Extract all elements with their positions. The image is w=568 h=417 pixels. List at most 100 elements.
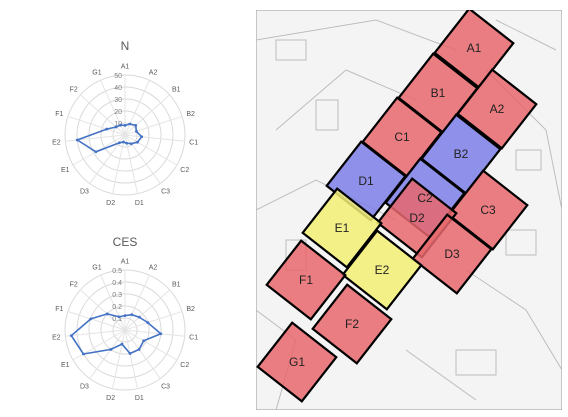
radar-axis-label: B1 [172,86,181,93]
radar-spoke [89,329,126,379]
radar-spoke [124,329,178,361]
radar-tick-label: 40 [114,85,122,92]
radar-spoke [124,134,178,166]
map-cell-a1 [433,10,515,89]
radar-tick-label: 30 [114,97,122,104]
map-cell-e2 [341,229,423,311]
radar-axis-label: C2 [180,362,189,369]
radar-point [120,342,124,346]
radar-point [159,332,163,336]
radar-tick-label: 0.4 [112,280,122,287]
radar-spoke [100,274,126,331]
map-cell-f2 [311,283,393,365]
radar-spoke [65,134,126,142]
radar-point [137,315,141,319]
radar-point [137,348,141,351]
map-cell-label: E2 [375,263,390,277]
radar-axis-label: A1 [121,259,130,266]
map-cell-label: A2 [490,102,505,116]
radar-axis-label: A2 [149,69,158,76]
map-cell-d3 [411,213,493,295]
radar-spoke [80,289,126,331]
radar-point [128,352,132,355]
radar-spoke [124,329,185,337]
radar-axis-label: C3 [161,383,170,390]
radar-axis-label: F2 [70,281,78,288]
radar-spoke [65,329,126,337]
radar-point [134,123,138,127]
map-cells [256,10,538,403]
radar-spoke [124,329,138,389]
radar-point [128,122,132,126]
radar-spoke [124,289,170,331]
radar-axis-label: C1 [189,140,198,147]
radar-ces-title: CES [113,235,138,249]
map-cell-label: A1 [467,41,482,55]
radar-point [75,138,79,142]
map-cell-label: C1 [394,130,410,144]
radar-point [119,123,123,127]
radar-point [123,124,127,127]
radar-axis-label: G1 [92,264,101,271]
radar-axis-label: E1 [61,167,70,174]
radar-point [117,315,121,319]
radar-n-title: N [121,39,130,53]
radar-tick-label: 50 [114,73,122,80]
radar-axis-label: D1 [135,395,144,402]
radar-tick-label: 10 [114,121,122,128]
radar-point [130,313,134,317]
radar-point [82,352,85,356]
map-cell-label: F1 [299,273,313,287]
radar-axis-label: B2 [186,111,195,118]
radar-tick-label: 0.5 [112,268,122,275]
radar-axis-label: D2 [106,395,115,402]
map-cell-label: B2 [454,147,469,161]
map-cell-g1 [256,321,338,403]
radar-axis-label: D3 [80,383,89,390]
radar-axis-label: D3 [80,188,89,195]
radar-point [105,312,109,316]
radar-series-line [75,123,143,153]
radar-point [125,141,129,145]
radar-spoke [112,134,126,194]
radar-spoke [112,329,126,389]
radar-spoke [124,274,150,331]
radar-spoke [124,310,183,331]
radar-point [105,127,109,131]
radar-n: 10 20 30 40 50 A1 A2 B1 B2 C1 C2 C3 D1 D2 D3 E1 E2 F1 F2 G1 [52,64,198,207]
radar-axis-label: C1 [189,335,198,342]
radar-spoke [124,79,150,136]
grid-map: A1 A2 B1 B2 C1 C2 C3 D1 D2 D3 E1 E2 F1 F2 G1 [256,10,562,410]
radar-spoke [72,329,126,361]
radar-point [142,339,146,343]
radar-tick-label: 0.1 [112,316,122,323]
map-cell-label: B1 [431,86,446,100]
radar-point [146,321,150,324]
radar-axis-label: D2 [106,200,115,207]
radar-ces: 0.1 0.2 0.3 0.4 0.5 A1 A2 B1 B2 C1 C2 C3 D1 D2 D3 E1 E2 F… [52,259,198,402]
radar-axis-label: A1 [121,64,130,71]
radar-spoke [67,310,126,331]
radar-spoke [124,134,185,142]
radar-axis-label: C2 [180,167,189,174]
radar-axis-label: D1 [135,200,144,207]
radar-spoke [124,329,161,379]
map-cell-f1 [265,239,347,321]
map-cell-label: C3 [480,203,496,217]
radar-point [109,348,113,351]
radar-spoke [67,115,126,136]
radar-axis-label: F1 [55,306,63,313]
radar-point [140,135,144,139]
radar-point [69,334,73,338]
radar-point [135,129,138,133]
radar-series-line [70,313,163,355]
radar-tick-label: 0.2 [112,304,122,311]
radar-point [114,125,118,129]
radar-spoke [80,94,126,136]
map-cell-label: D3 [444,247,460,261]
radar-spoke [124,94,170,136]
radar-axis-label: E2 [52,140,61,147]
map-cell-label: D2 [409,211,425,225]
map-cell-labels: A1 A2 B1 B2 C1 C2 C3 D1 D2 D3 E1 E2 F1 F2 G1 [289,41,505,369]
radar-axis-label: E2 [52,335,61,342]
